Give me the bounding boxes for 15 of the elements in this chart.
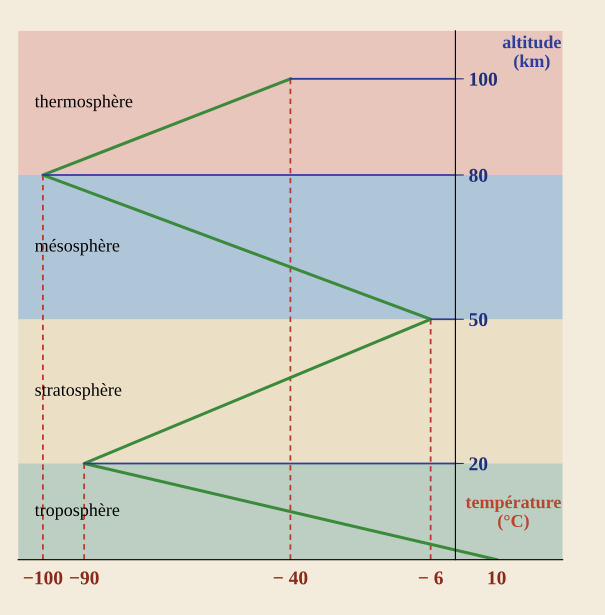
band-label: thermosphère (34, 94, 132, 112)
x-tick-label: −90 (70, 571, 99, 584)
x-tick-label: − 6 (418, 571, 443, 584)
y-tick-label: 80 (469, 168, 488, 182)
x-tick-label: −100 (24, 571, 62, 584)
band-label: mésosphère (35, 238, 120, 256)
y-tick-label: 100 (470, 72, 498, 86)
y-axis-title: altitude (km) (502, 36, 561, 71)
y-tick-label: 20 (469, 457, 488, 470)
x-tick-label: − 40 (274, 571, 308, 584)
y-tick-label: 50 (469, 313, 488, 326)
band-label: stratosphère (35, 383, 122, 400)
x-tick-label: 10 (488, 571, 506, 584)
x-axis-title: température (°C) (466, 496, 561, 531)
band-label: troposphère (34, 503, 120, 520)
